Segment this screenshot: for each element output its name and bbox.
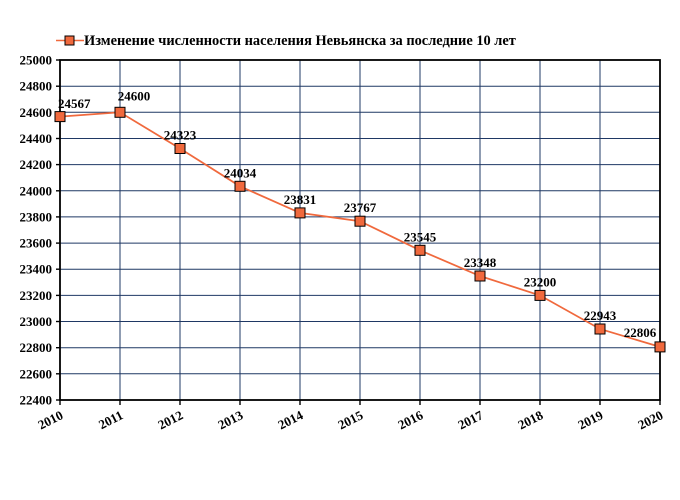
svg-text:24200: 24200 (20, 157, 53, 172)
svg-text:23600: 23600 (20, 236, 53, 251)
svg-text:22943: 22943 (584, 308, 617, 323)
svg-text:23831: 23831 (284, 192, 317, 207)
svg-text:24000: 24000 (20, 183, 53, 198)
svg-text:23348: 23348 (464, 255, 497, 270)
svg-text:23545: 23545 (404, 229, 437, 244)
svg-text:22806: 22806 (624, 325, 657, 340)
svg-text:22800: 22800 (20, 340, 53, 355)
svg-text:24034: 24034 (224, 165, 257, 180)
svg-text:24567: 24567 (58, 96, 91, 111)
svg-text:23767: 23767 (344, 200, 377, 215)
svg-text:23400: 23400 (20, 262, 53, 277)
svg-text:22400: 22400 (20, 393, 53, 408)
svg-text:22600: 22600 (20, 366, 53, 381)
svg-text:24800: 24800 (20, 79, 53, 94)
svg-text:23800: 23800 (20, 209, 53, 224)
svg-text:23000: 23000 (20, 314, 53, 329)
svg-text:24600: 24600 (118, 88, 151, 103)
svg-text:24600: 24600 (20, 105, 53, 120)
svg-text:24323: 24323 (164, 128, 197, 143)
svg-text:24400: 24400 (20, 131, 53, 146)
svg-text:23200: 23200 (20, 288, 53, 303)
svg-text:23200: 23200 (524, 274, 557, 289)
svg-text:Изменение численности населени: Изменение численности населения Невьянск… (84, 33, 516, 49)
svg-text:25000: 25000 (20, 53, 53, 68)
